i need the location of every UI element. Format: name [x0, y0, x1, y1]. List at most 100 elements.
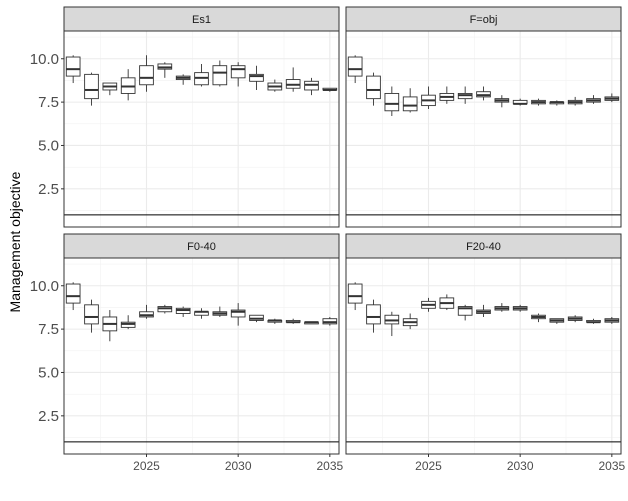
x-tick-label: 2025 [415, 459, 442, 473]
box-2021 [65, 55, 81, 84]
box-2027 [175, 306, 191, 317]
panel-background [346, 258, 621, 454]
box-2033 [285, 67, 301, 92]
facet-title: Es1 [192, 14, 211, 26]
box-iqr [212, 65, 228, 86]
box-2022 [84, 72, 99, 106]
box-iqr [457, 306, 473, 316]
box-iqr [65, 56, 81, 77]
box-2024 [402, 313, 418, 330]
x-tick-label: 2025 [133, 459, 160, 473]
box-2024 [402, 88, 418, 113]
facet-strip [345, 6, 622, 32]
box-2031 [531, 98, 546, 106]
y-tick-label: 10.0 [30, 51, 59, 68]
x-tick-label: 2035 [598, 459, 625, 473]
y-tick-label: 5.0 [38, 364, 59, 381]
box-2032 [267, 318, 283, 324]
box-2034 [304, 77, 319, 96]
panel-3: F20-40 2025 2030 2035 [345, 233, 626, 473]
box-2033 [285, 318, 301, 324]
box-2023 [384, 86, 400, 116]
facet-strip [63, 6, 340, 32]
box-2025 [421, 86, 436, 110]
box-iqr [84, 304, 99, 325]
box-2022 [366, 299, 381, 333]
box-2028 [476, 304, 491, 317]
box-iqr [384, 92, 400, 112]
y-tick-label: 7.5 [38, 321, 59, 338]
box-2022 [84, 299, 99, 333]
facet-title: F=obj [470, 14, 498, 26]
box-2024 [120, 69, 136, 101]
box-2034 [586, 318, 601, 324]
box-2025 [139, 304, 154, 319]
box-2035 [604, 93, 620, 103]
box-2031 [249, 314, 264, 323]
box-2033 [567, 96, 583, 106]
box-2031 [531, 313, 546, 323]
box-2027 [457, 304, 473, 321]
y-tick-label: 2.5 [38, 181, 59, 198]
facet-title: F20-40 [466, 241, 501, 253]
box-2026 [157, 304, 173, 314]
y-tick-label: 7.5 [38, 94, 59, 111]
box-2030 [230, 303, 246, 326]
box-iqr [347, 56, 363, 77]
box-2025 [139, 55, 154, 92]
facet-strip [345, 233, 622, 259]
box-iqr [230, 65, 246, 79]
box-2032 [267, 79, 283, 92]
x-tick-label: 2035 [316, 459, 343, 473]
box-iqr [347, 283, 363, 304]
y-axis-title: Management objective [7, 171, 23, 312]
x-tick-label: 2030 [225, 459, 252, 473]
box-2028 [476, 86, 491, 101]
box-2029 [494, 303, 510, 312]
box-2026 [439, 294, 455, 311]
y-tick-label: 10.0 [30, 278, 59, 295]
box-iqr [366, 304, 381, 325]
box-2021 [65, 282, 81, 311]
box-iqr [139, 65, 154, 86]
box-2028 [194, 63, 209, 87]
y-tick-label: 2.5 [38, 408, 59, 425]
box-2034 [304, 321, 319, 325]
facet-title: F0-40 [187, 241, 216, 253]
panel-background [64, 258, 339, 454]
box-2035 [322, 316, 338, 326]
panel-0: Es1 2.5 5.0 7.5 10.0 [30, 6, 340, 228]
box-2030 [512, 304, 528, 312]
box-2026 [157, 62, 173, 78]
facet-strip [63, 233, 340, 259]
y-tick-label: 5.0 [38, 137, 59, 154]
box-2027 [457, 86, 473, 104]
panel-2: F0-40 2.5 5.0 7.5 10.0 2025 2030 2035 [30, 233, 344, 473]
box-2023 [102, 310, 118, 342]
box-2021 [347, 55, 363, 84]
box-2021 [347, 282, 363, 311]
box-iqr [366, 75, 381, 100]
box-iqr [84, 73, 99, 100]
panel-1: F=obj [345, 6, 622, 228]
box-2023 [102, 82, 118, 96]
box-2029 [212, 306, 228, 317]
box-iqr [65, 283, 81, 304]
box-2022 [366, 72, 381, 106]
box-2031 [249, 65, 264, 90]
x-tick-label: 2030 [507, 459, 534, 473]
box-2025 [421, 297, 436, 312]
box-iqr [249, 73, 264, 82]
box-iqr [230, 309, 246, 318]
box-2024 [120, 315, 136, 330]
box-2029 [494, 95, 510, 108]
box-2023 [384, 311, 400, 337]
box-2035 [322, 87, 338, 92]
box-2032 [549, 318, 565, 324]
box-2034 [586, 95, 601, 104]
box-2030 [512, 98, 528, 106]
box-2027 [175, 74, 191, 85]
box-2028 [194, 308, 209, 319]
box-2033 [567, 315, 583, 323]
